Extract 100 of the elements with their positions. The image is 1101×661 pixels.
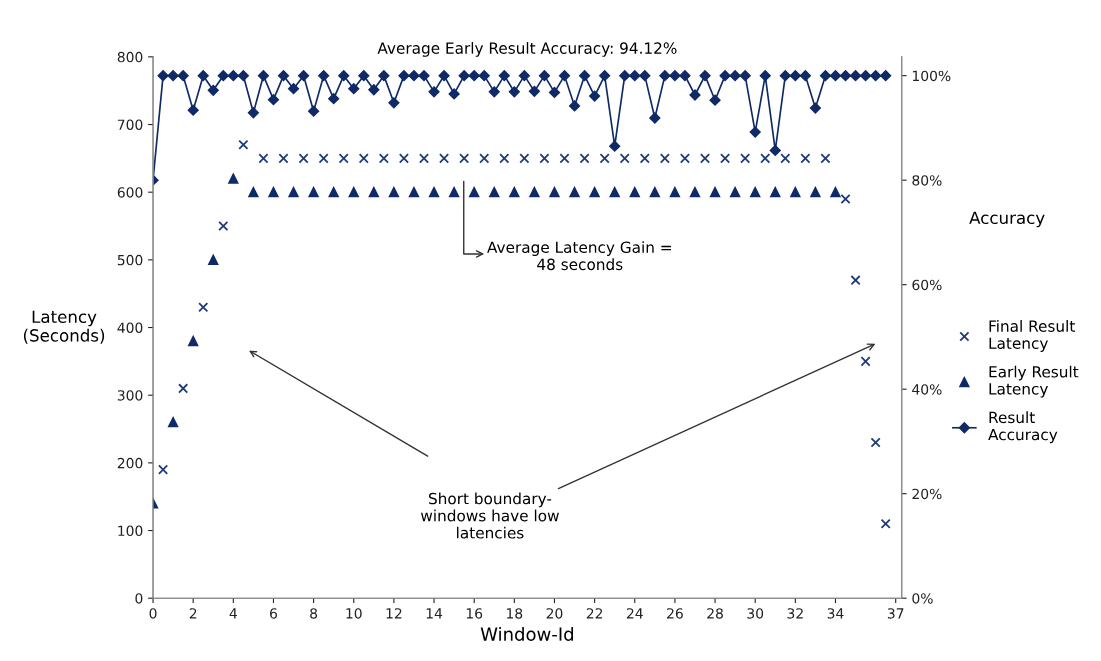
point <box>720 153 731 164</box>
y2-tick-label: 20% <box>912 488 942 500</box>
x-tick-label: 0 <box>149 608 157 619</box>
point <box>308 187 319 198</box>
x-tick-label: 16 <box>466 608 483 619</box>
point <box>258 153 269 164</box>
y2-tick-label: 80% <box>912 175 942 186</box>
point <box>208 254 219 265</box>
x-tick-label: 8 <box>310 608 318 619</box>
point <box>408 187 420 198</box>
point <box>790 187 801 198</box>
point <box>629 187 640 198</box>
y-tick-label: 800 <box>117 51 143 63</box>
y-tick-label: 200 <box>117 457 143 469</box>
x-tick-label: 26 <box>667 608 683 619</box>
x-axis-title: Window-Id <box>480 626 573 641</box>
point <box>489 187 500 198</box>
point <box>770 187 781 198</box>
y-axis-title: Latency (Seconds) <box>23 310 105 344</box>
x-tick-label: 22 <box>586 608 603 619</box>
x-tick-label: 12 <box>386 608 402 619</box>
point <box>850 275 861 286</box>
annotation: Average Early Result Accuracy: 94.12% <box>377 42 677 57</box>
point <box>840 193 851 205</box>
point <box>709 187 721 198</box>
point <box>599 153 610 164</box>
point <box>689 187 701 198</box>
point <box>499 153 510 164</box>
point <box>699 153 711 164</box>
point <box>750 187 761 198</box>
x-tick-label: 30 <box>747 608 764 619</box>
x-tick-label: 32 <box>787 608 803 619</box>
point <box>418 153 430 164</box>
point <box>228 173 239 184</box>
y-tick-label: 500 <box>117 254 143 266</box>
point <box>820 153 831 164</box>
point <box>549 187 560 198</box>
point <box>519 153 530 164</box>
point <box>318 153 329 164</box>
y-tick-label: 100 <box>118 525 143 537</box>
x-tick-label: 37 <box>887 608 904 619</box>
point <box>880 518 891 529</box>
point <box>730 187 741 198</box>
y-tick-label: 400 <box>117 322 143 333</box>
point <box>669 187 680 198</box>
point <box>248 187 259 198</box>
x-tick-label: 24 <box>626 608 643 619</box>
point <box>539 153 550 164</box>
point <box>569 187 580 198</box>
point <box>589 187 600 198</box>
y2-tick-label: 0% <box>912 593 933 604</box>
point <box>449 187 460 198</box>
point <box>860 356 871 367</box>
point <box>659 153 670 164</box>
point <box>740 153 751 164</box>
point <box>479 153 490 164</box>
point <box>388 187 399 198</box>
point <box>338 153 349 164</box>
point <box>198 302 209 313</box>
point <box>168 417 179 428</box>
y-tick-label: 0 <box>135 593 143 604</box>
point <box>870 437 881 448</box>
x-tick-label: 10 <box>346 608 362 619</box>
point <box>780 153 791 164</box>
point <box>178 383 189 394</box>
x-tick-label: 6 <box>270 608 278 619</box>
point <box>679 153 691 164</box>
point <box>238 139 249 150</box>
point <box>579 153 590 164</box>
point <box>649 187 660 198</box>
point <box>428 187 440 198</box>
legend-label: Result Accuracy <box>988 411 1058 444</box>
annotation: Short boundary- windows have low latencies <box>420 492 559 539</box>
point <box>328 187 339 198</box>
point <box>358 153 369 164</box>
x-tick-label: 18 <box>507 608 523 619</box>
y-tick-label: 600 <box>117 187 143 198</box>
point <box>760 153 771 164</box>
y-tick-label: 300 <box>117 390 143 401</box>
legend-label: Final Result Latency <box>989 320 1075 352</box>
point <box>529 187 540 198</box>
point <box>278 153 289 164</box>
point <box>298 153 309 164</box>
y2-tick-label: 100% <box>912 70 951 82</box>
annotation: Average Latency Gain = 48 seconds <box>487 241 671 271</box>
y2-tick-label: 60% <box>912 279 942 291</box>
point <box>218 220 229 232</box>
y-tick-label: 700 <box>117 119 143 130</box>
y2-axis-title: Accuracy <box>969 211 1045 228</box>
point <box>368 187 379 198</box>
point <box>609 187 620 198</box>
x-tick-label: 20 <box>546 608 563 619</box>
x-tick-label: 2 <box>189 608 197 619</box>
point <box>509 187 520 198</box>
point <box>459 153 470 164</box>
point <box>348 187 359 198</box>
point <box>188 335 199 347</box>
point <box>559 153 570 164</box>
point <box>288 187 299 198</box>
point <box>158 464 169 475</box>
